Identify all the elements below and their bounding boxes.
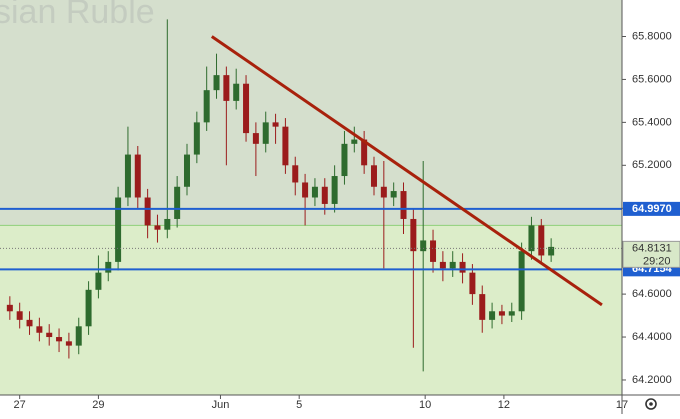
candle-body: [85, 289, 92, 327]
plot: [0, 19, 622, 372]
x-tick-label: Jun: [212, 399, 230, 411]
x-tick-label: 12: [498, 399, 510, 411]
y-tick-label: 65.4000: [632, 116, 672, 128]
upper-zone: [0, 0, 622, 226]
candle-body: [144, 197, 151, 226]
candle-body: [243, 83, 250, 134]
x-tick-label: 29: [92, 399, 104, 411]
candle-body: [95, 272, 102, 290]
candle-body: [65, 341, 72, 346]
candle-body: [361, 139, 368, 166]
candle-body: [410, 218, 417, 252]
candle-body: [321, 186, 328, 204]
candle-body: [390, 191, 397, 198]
candle-body: [272, 122, 279, 127]
level-label-bg: [623, 201, 680, 216]
candle-body: [341, 143, 348, 177]
candle-body: [164, 218, 171, 230]
x-tick-label: 17: [616, 399, 628, 411]
candle-body: [420, 240, 427, 252]
candle-body: [528, 225, 535, 252]
candle-body: [213, 75, 220, 91]
candle-body: [479, 294, 486, 320]
candle-body: [430, 240, 437, 262]
last-price-bg: [622, 240, 680, 268]
candle-body: [56, 337, 63, 342]
countdown: 29:20: [643, 255, 671, 267]
candle-body: [183, 154, 190, 187]
y-tick-label: 64.4000: [632, 331, 672, 343]
candle-body: [134, 154, 141, 198]
candle-body: [498, 311, 505, 316]
candle-body: [115, 197, 122, 262]
candle-body: [36, 326, 43, 333]
candle-body: [154, 225, 161, 230]
candle-body: [489, 311, 496, 320]
x-tick-label: 27: [14, 399, 26, 411]
candle-body: [6, 304, 13, 312]
time-axis: [0, 395, 622, 414]
watermark: sian Ruble: [0, 0, 155, 31]
y-tick-label: 65.8000: [632, 30, 672, 42]
candle-body: [233, 83, 240, 101]
candle-body: [193, 122, 200, 155]
candle-body: [203, 90, 210, 123]
x-tick-label: 10: [419, 399, 431, 411]
candle-body: [105, 261, 112, 273]
candle-body: [538, 225, 545, 256]
candle-body: [124, 154, 131, 198]
y-tick-label: 65.6000: [632, 73, 672, 85]
candle-body: [252, 133, 259, 144]
candle-body: [331, 176, 338, 204]
candle-body: [469, 272, 476, 295]
candle-body: [518, 251, 525, 312]
candle-body: [449, 261, 456, 269]
candle-body: [282, 126, 289, 166]
candle-body: [292, 165, 299, 183]
candle-body: [370, 165, 377, 187]
candle-body: [174, 186, 181, 219]
gear-center[interactable]: [649, 402, 653, 406]
y-tick-label: 64.2000: [632, 374, 672, 386]
candle-body: [46, 332, 53, 338]
candle-body: [311, 186, 318, 198]
trendline: [210, 35, 603, 307]
candle-body: [439, 261, 446, 269]
candle-body: [26, 319, 33, 327]
level-label: 64.9970: [632, 203, 672, 215]
candle-body: [351, 139, 358, 144]
gear[interactable]: [645, 398, 657, 410]
candle-body: [262, 122, 269, 144]
last-price-label: 64.8131: [632, 242, 672, 254]
candle-body: [75, 326, 82, 346]
candle-body: [16, 311, 23, 320]
candle-body: [508, 311, 515, 316]
candle-body: [459, 261, 466, 273]
candle-body: [302, 182, 309, 198]
x-tick-label: 5: [296, 399, 302, 411]
candle-body: [400, 191, 407, 219]
candle-body: [380, 186, 387, 198]
axes: 64.200064.400064.600064.800065.000065.20…: [14, 30, 680, 411]
settings-icon[interactable]: [645, 398, 657, 410]
candle-body: [548, 246, 555, 256]
candle-body: [223, 75, 230, 101]
y-tick-label: 64.6000: [632, 288, 672, 300]
y-tick-label: 65.2000: [632, 159, 672, 171]
